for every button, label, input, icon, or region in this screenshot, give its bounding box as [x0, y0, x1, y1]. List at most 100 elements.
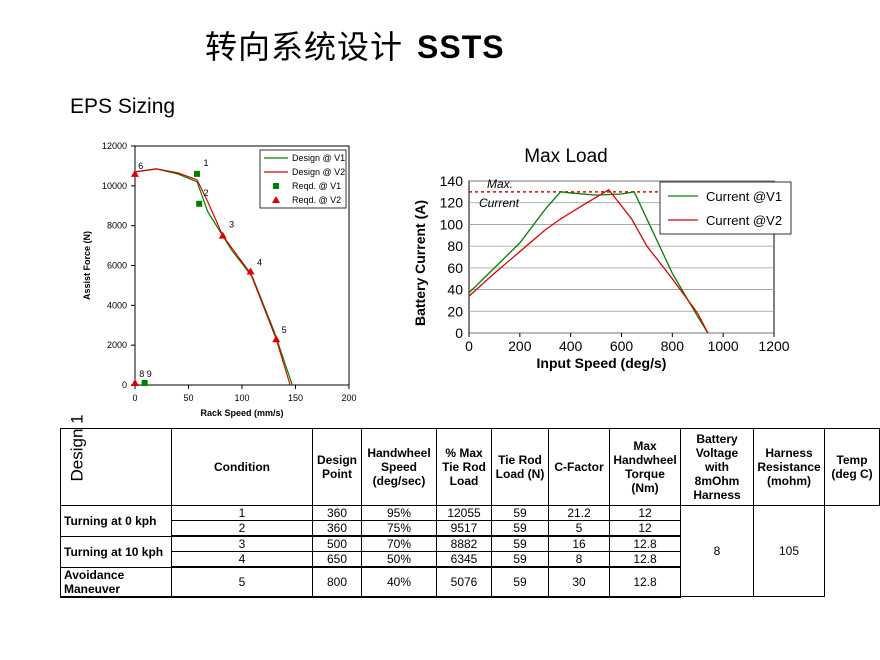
- data-point: [246, 267, 255, 275]
- header-c-factor: C-Factor: [548, 428, 610, 506]
- table-cell: 40%: [361, 566, 437, 598]
- assist-force-chart: 0 50 100 150 200020004000600080001000012000R…: [82, 141, 357, 418]
- y-tick-label: 2000: [107, 340, 127, 350]
- section-label: EPS Sizing: [70, 95, 176, 118]
- y-tick-label: 8000: [107, 221, 127, 231]
- table-row: Turning at 10 kph 3 500 70% 8882 59 16 1…: [60, 535, 880, 568]
- table-cell: 12.8: [609, 566, 681, 598]
- legend-label: Design @ V2: [292, 167, 345, 177]
- point-label: 2: [203, 188, 208, 198]
- y-tick-label: 60: [447, 260, 463, 276]
- table-cell: 9517: [436, 520, 492, 537]
- data-point: [218, 231, 227, 239]
- y-tick-label: 140: [440, 173, 464, 189]
- table-cell: 75%: [361, 520, 437, 537]
- table-cell: 12: [609, 520, 681, 537]
- table-cell: 5: [171, 566, 313, 598]
- series-line: [135, 168, 291, 385]
- x-tick-label: 50: [183, 393, 193, 403]
- point-label: 5: [282, 325, 287, 335]
- x-tick-label: 400: [559, 338, 583, 354]
- table-cell: 6345: [436, 551, 492, 568]
- table-cell: 360: [312, 520, 362, 537]
- table-cell: 59: [491, 520, 549, 537]
- x-tick-label: 1000: [708, 338, 739, 354]
- y-tick-label: 6000: [107, 261, 127, 271]
- condition-cell: Turning at 10 kph: [60, 535, 172, 568]
- x-tick-label: 600: [610, 338, 634, 354]
- table-cell: 59: [491, 551, 549, 568]
- table-cell: 16: [548, 535, 610, 552]
- table-cell: 95%: [361, 505, 437, 521]
- x-tick-label: 150: [288, 393, 303, 403]
- point-label: 4: [257, 258, 262, 268]
- table-cell: 5: [548, 520, 610, 537]
- data-point: [196, 200, 203, 207]
- y-tick-label: 12000: [102, 141, 127, 151]
- table-row: Avoidance Maneuver 5 800 40% 5076 59 30 …: [60, 566, 880, 598]
- max-current-label: Current: [479, 196, 520, 210]
- legend-label: Current @V1: [706, 189, 782, 204]
- y-tick-label: 0: [122, 380, 127, 390]
- table-cell: 12: [609, 505, 681, 521]
- y-tick-label: 4000: [107, 300, 127, 310]
- table-cell: 59: [491, 505, 549, 521]
- x-axis-label: Rack Speed (mm/s): [200, 408, 283, 418]
- y-axis-label: Assist Force (N): [82, 231, 92, 300]
- point-label: 3: [229, 220, 234, 230]
- legend-label: Current @V2: [706, 213, 782, 228]
- point-label: 8 9: [139, 369, 152, 379]
- table-row: 4 650 50% 6345 59 8 12.8: [61, 551, 880, 568]
- point-label: 1: [203, 158, 208, 168]
- table-cell: 21.2: [548, 505, 610, 521]
- page-title-en: SSTS: [417, 29, 505, 65]
- x-tick-label: 200: [508, 338, 532, 354]
- series-line: [468, 188, 709, 334]
- y-tick-label: 80: [447, 238, 463, 254]
- data-point: [141, 380, 148, 387]
- table-cell: 70%: [361, 535, 437, 552]
- x-axis-label: Input Speed (deg/s): [537, 355, 667, 371]
- x-tick-label: 1200: [758, 338, 789, 354]
- y-tick-label: 10000: [102, 181, 127, 191]
- max-current-label: Max.: [487, 177, 513, 191]
- temp-cell: 105: [753, 505, 825, 597]
- header-design-point: Design Point: [312, 428, 362, 506]
- table-cell: 30: [548, 566, 610, 598]
- table-cell: 360: [312, 505, 362, 521]
- y-axis-label: Battery Current (A): [412, 200, 428, 326]
- header-max-torque: Max Handwheel Torque (Nm): [609, 428, 681, 506]
- header-pct-max-load: % Max Tie Rod Load: [436, 428, 492, 506]
- legend-label: Reqd. @ V2: [292, 195, 341, 205]
- spec-table: Design 1 Condition Design Point Handwheel…: [60, 414, 880, 598]
- chart-title: Max Load: [524, 146, 607, 167]
- x-tick-label: 0: [132, 393, 137, 403]
- table-cell: 650: [312, 551, 362, 568]
- table-cell: 12.8: [609, 535, 681, 552]
- table-header-row: Design 1 Condition Design Point Handwheel…: [60, 414, 880, 506]
- legend-swatch: [272, 196, 280, 203]
- point-label: 6: [138, 161, 143, 171]
- y-tick-label: 120: [440, 195, 464, 211]
- table-cell: 3: [171, 535, 313, 552]
- table-row: Turning at 0 kph 1 360 95% 12055 59 21.2…: [60, 505, 880, 597]
- table-cell: 59: [491, 566, 549, 598]
- header-handwheel-speed: Handwheel Speed (deg/sec): [361, 428, 437, 506]
- page-title: 转向系统设计 SSTS: [205, 22, 505, 68]
- legend-box: [259, 149, 347, 209]
- legend-box: [659, 181, 792, 235]
- table-cell: 8882: [436, 535, 492, 552]
- legend-swatch: [273, 183, 279, 189]
- max-load-chart: Max Load 0 20 40 60 80 100 120 140 0 200 400 600 800 1…: [412, 146, 792, 371]
- legend-label: Design @ V1: [292, 153, 345, 163]
- legend-label: Reqd. @ V1: [292, 181, 341, 191]
- table-cell: 2: [171, 520, 313, 537]
- condition-cell: Avoidance Maneuver: [60, 566, 172, 598]
- header-tie-rod-load: Tie Rod Load (N): [491, 428, 549, 506]
- x-tick-label: 200: [341, 393, 356, 403]
- y-tick-label: 100: [440, 216, 464, 232]
- table-cell: 800: [312, 566, 362, 598]
- data-point: [194, 170, 201, 177]
- data-point: [131, 379, 139, 387]
- condition-cell: Turning at 0 kph: [60, 505, 172, 537]
